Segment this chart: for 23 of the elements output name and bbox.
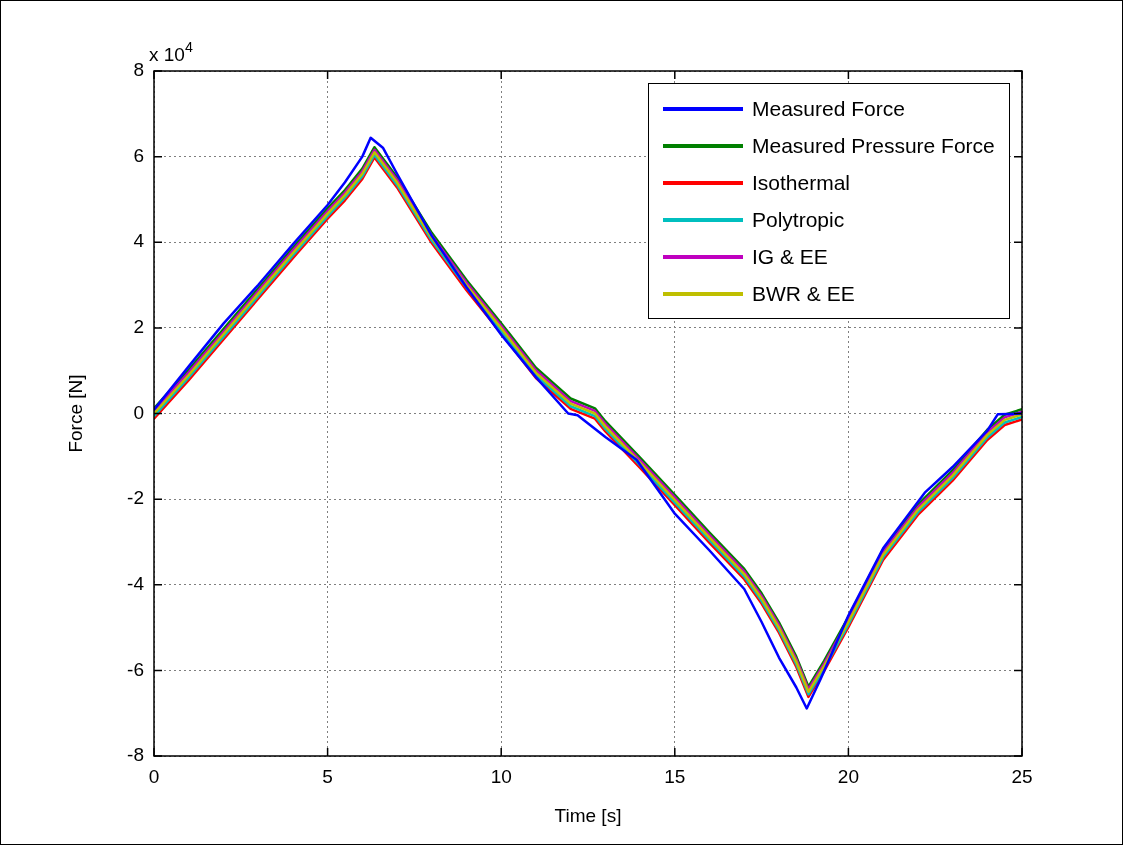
x-tick-label: 15: [664, 765, 686, 787]
x-axis-title: Time [s]: [554, 804, 622, 826]
y-tick-label: -6: [127, 658, 144, 680]
y-tick-label: 8: [133, 59, 144, 81]
y-tick-label: 6: [133, 144, 144, 166]
y-tick-label: -8: [127, 744, 144, 766]
x-tick-label: 10: [490, 765, 512, 787]
y-tick-label: 0: [133, 401, 144, 423]
legend-label: Isothermal: [752, 170, 851, 195]
x-tick-label: 25: [1011, 765, 1033, 787]
x-tick-label: 0: [148, 765, 160, 787]
legend-label: Measured Pressure Force: [752, 133, 995, 158]
y-axis-title: Force [N]: [64, 374, 86, 453]
y-tick-label: -4: [127, 572, 145, 594]
x-tick-label: 5: [322, 765, 333, 787]
legend-label: BWR & EE: [752, 281, 855, 306]
legend-label: Measured Force: [752, 96, 905, 121]
y-tick-label: 4: [133, 230, 145, 252]
x-tick-label: 20: [837, 765, 859, 787]
legend-label: IG & EE: [752, 244, 828, 269]
legend-label: Polytropic: [752, 207, 845, 232]
y-tick-label: 2: [133, 316, 144, 338]
y-tick-label: -2: [127, 487, 144, 509]
